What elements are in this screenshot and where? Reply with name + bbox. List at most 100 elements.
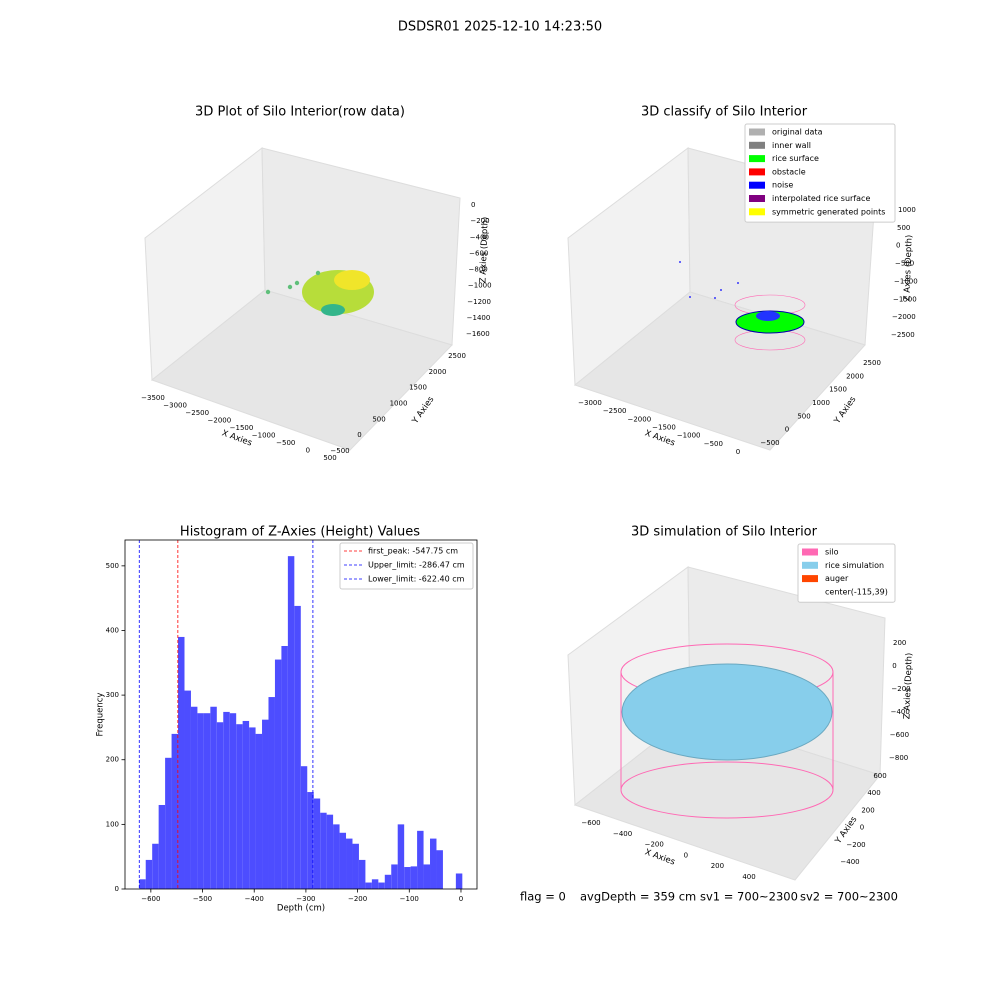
bar	[410, 866, 418, 889]
bar	[346, 838, 353, 889]
bar	[158, 804, 166, 889]
bar	[423, 864, 431, 889]
y-tick-label: 400	[106, 626, 119, 634]
point-cloud	[321, 304, 345, 316]
bar	[397, 824, 405, 889]
plot-frame	[124, 539, 478, 890]
legend-swatch	[749, 155, 765, 163]
z-tick-label: −800	[469, 266, 488, 274]
legend-label: inner wall	[772, 141, 811, 150]
z-tick-label: −1500	[893, 295, 917, 303]
y-tick-label: −400	[840, 858, 859, 866]
point-cloud	[735, 310, 805, 334]
bar	[430, 838, 437, 889]
bar	[229, 713, 237, 889]
bar	[268, 697, 275, 889]
x-tick-label: −3500	[141, 394, 165, 402]
legend-label: auger	[825, 574, 849, 583]
legend-box	[339, 542, 474, 590]
y-tick-label: 0	[860, 824, 864, 832]
bar	[165, 757, 172, 889]
y-tick-label: 1000	[812, 399, 830, 407]
bar	[203, 713, 211, 889]
x-tick-label: 400	[742, 873, 755, 881]
bar	[145, 859, 153, 889]
bar	[307, 792, 314, 889]
bar	[236, 724, 243, 889]
y-tick-label: −500	[760, 439, 779, 447]
x-tick-label: 500	[323, 454, 336, 462]
legend-swatch	[749, 195, 765, 202]
z-tick-label: −1200	[467, 298, 491, 306]
x-tick-label: −500	[276, 439, 295, 447]
z-tick-label: 0	[892, 662, 896, 670]
point-cloud	[294, 280, 300, 286]
z-tick-label: 0	[471, 201, 475, 209]
point-cloud	[679, 261, 681, 263]
chart-title: Histogram of Z-Axies (Height) Values	[180, 525, 420, 540]
legend-swatch	[802, 561, 818, 569]
z-tick-label: −200	[891, 685, 910, 693]
y-tick-label: 2500	[863, 359, 881, 367]
bar	[178, 636, 185, 889]
x-tick-label: −1000	[677, 432, 701, 440]
y-tick-label: 400	[867, 789, 880, 797]
z-axis-label: Z Axies (Depth)	[478, 217, 490, 284]
bar	[378, 882, 385, 889]
z-tick-label: −600	[890, 731, 909, 739]
x-tick-label: −1500	[652, 424, 676, 432]
x-tick-label: −2500	[603, 407, 627, 415]
point-cloud	[720, 289, 722, 291]
legend-swatch	[802, 575, 818, 583]
legend-label: Lower_limit: -622.40 cm	[368, 575, 465, 584]
y-tick-label: 0	[115, 885, 119, 893]
bar	[333, 824, 340, 889]
z-tick-label: −400	[891, 708, 910, 716]
bar	[190, 706, 198, 889]
status-text: flag = 0	[520, 890, 566, 904]
x-tick-label: −200	[645, 841, 664, 849]
z-tick-label: 1000	[898, 206, 916, 214]
bar	[436, 850, 443, 889]
z-tick-label: −800	[889, 754, 908, 762]
legend-swatch	[749, 208, 765, 216]
x-tick-label: −1000	[252, 432, 276, 440]
y-tick-label: −200	[846, 841, 865, 849]
x-tick-label: 0	[684, 851, 688, 859]
bar	[371, 879, 379, 889]
bar	[223, 711, 230, 889]
x-tick-label: −3000	[163, 402, 187, 410]
x-tick-label: 0	[306, 447, 310, 455]
point-cloud	[315, 270, 321, 276]
point-cloud	[689, 296, 691, 298]
bar	[171, 733, 179, 889]
legend-label: first_peak: -547.75 cm	[368, 547, 458, 556]
z-axis-label: Z Axies (Depth)	[902, 235, 914, 302]
legend-swatch	[749, 181, 765, 189]
z-tick-label: −1400	[467, 314, 491, 322]
y-tick-label: −500	[330, 447, 349, 455]
point-cloud	[756, 311, 780, 321]
x-tick-label: −500	[704, 440, 723, 448]
z-tick-label: −500	[895, 260, 914, 268]
legend-label: symmetric generated points	[772, 207, 885, 216]
z-tick-label: −1000	[894, 277, 918, 285]
z-tick-label: −2000	[892, 313, 916, 321]
floor-pane	[573, 291, 866, 451]
bar	[242, 720, 250, 889]
z-tick-label: −2500	[891, 331, 915, 339]
y-tick-label: 600	[873, 772, 886, 780]
bar	[152, 843, 159, 889]
figure-title: DSDSR01 2025-12-10 14:23:50	[398, 20, 602, 35]
y-tick-label: 500	[106, 562, 119, 570]
legend-label: Upper_limit: -286.47 cm	[368, 561, 465, 570]
bar	[255, 733, 263, 889]
status-text: sv1 = 700~2300	[700, 890, 798, 904]
y-tick-label: 100	[106, 820, 119, 828]
z-tick-label: −600	[469, 249, 488, 257]
bar	[358, 859, 366, 889]
y-tick-label: 1000	[390, 400, 408, 408]
x-tick-label: 200	[711, 862, 724, 870]
y-tick-label: 2000	[429, 368, 447, 376]
legend-label: rice surface	[772, 154, 819, 163]
